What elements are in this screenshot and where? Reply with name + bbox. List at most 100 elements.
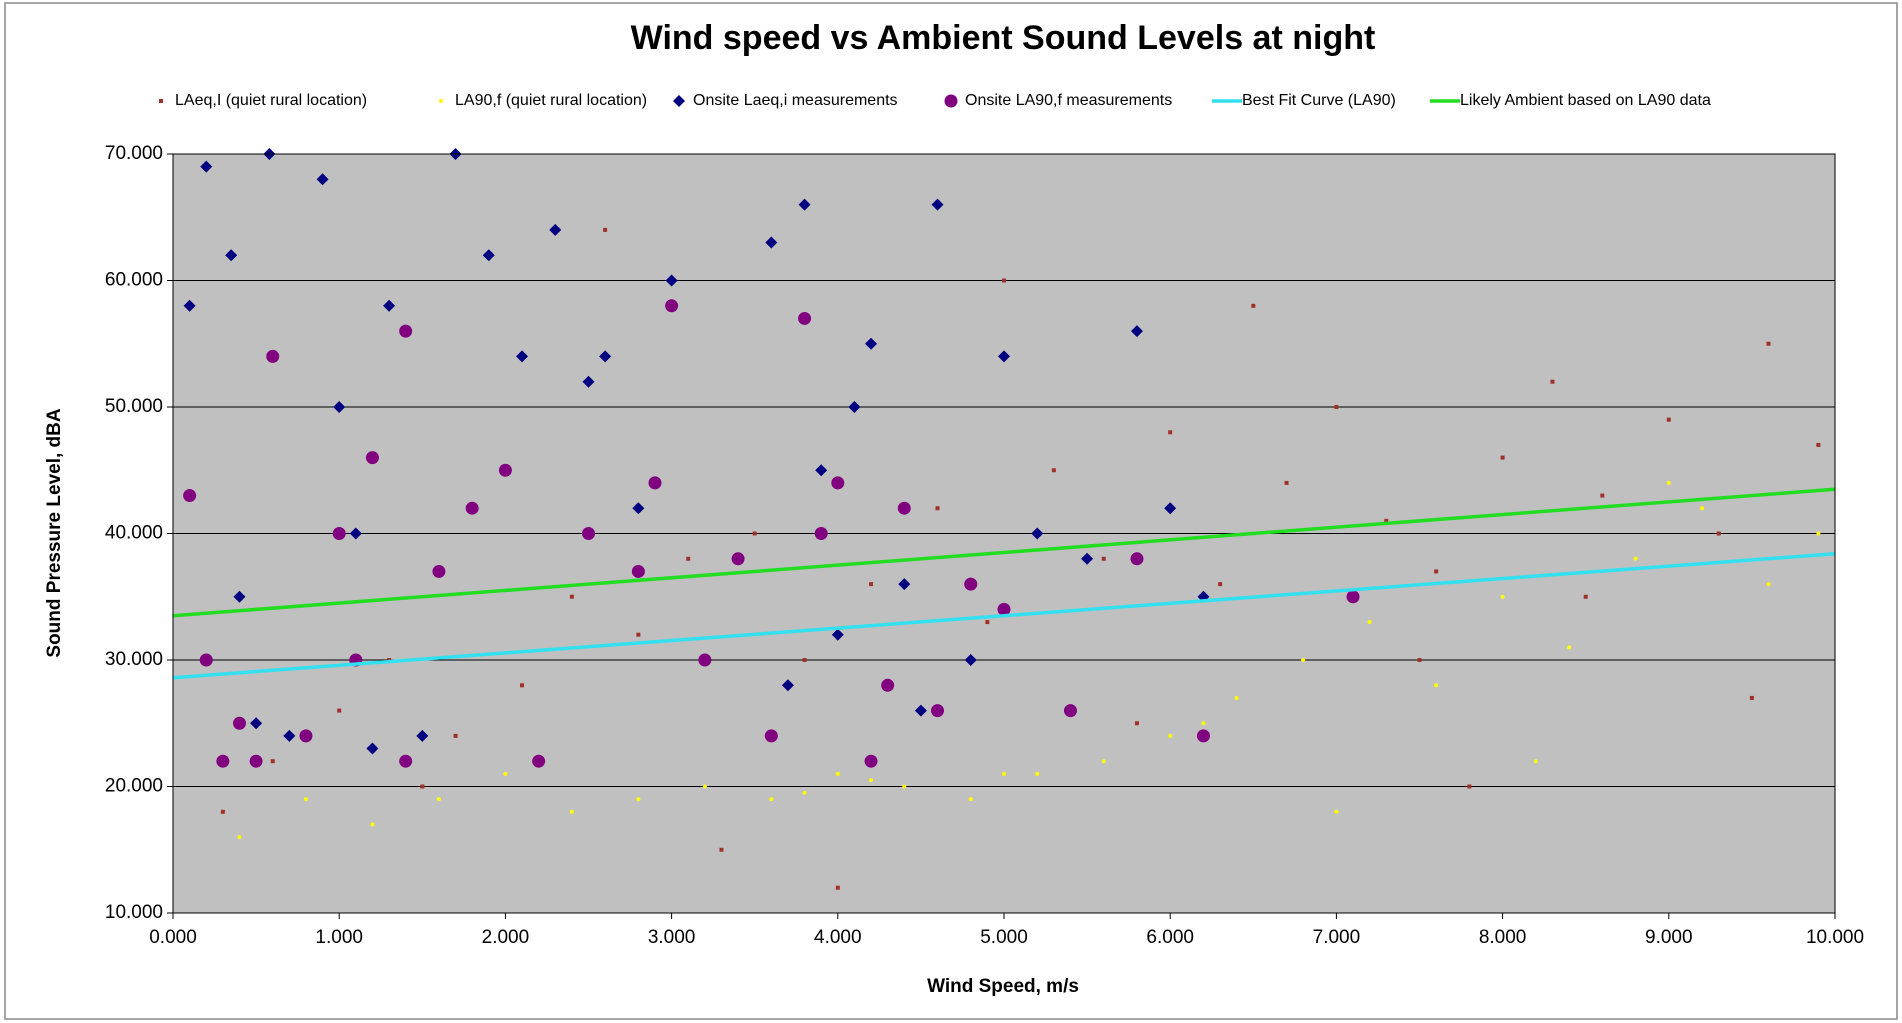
chart-title: Wind speed vs Ambient Sound Levels at ni… (631, 19, 1376, 57)
point (815, 464, 828, 477)
point (465, 501, 479, 515)
point (1168, 430, 1173, 435)
y-tick-label: 30.000 (105, 649, 163, 670)
point (283, 729, 296, 742)
point (914, 704, 927, 717)
point (432, 564, 446, 578)
point (665, 274, 678, 287)
legend-marker (944, 94, 958, 108)
point (1035, 771, 1040, 776)
point (399, 754, 413, 768)
point (1550, 379, 1555, 384)
point (632, 502, 645, 515)
point (603, 227, 608, 232)
point (498, 463, 512, 477)
point (1384, 518, 1389, 523)
point (183, 489, 197, 503)
point (1434, 569, 1439, 574)
legend-marker (159, 99, 163, 103)
point (897, 501, 911, 515)
point (1130, 552, 1144, 566)
y-tick-label: 20.000 (105, 776, 163, 797)
point (1766, 582, 1771, 587)
x-tick-label: 3.000 (648, 927, 696, 948)
point (337, 708, 342, 713)
point (349, 527, 362, 540)
point (183, 299, 196, 312)
point (665, 299, 679, 313)
point (1600, 493, 1605, 498)
y-tick-label: 50.000 (105, 396, 163, 417)
point (831, 476, 845, 490)
point (1434, 683, 1439, 688)
point (1666, 480, 1671, 485)
point (332, 527, 346, 540)
series (183, 148, 1210, 755)
point (902, 784, 907, 789)
point (582, 375, 595, 388)
series (237, 480, 1821, 840)
x-axis-label: Wind Speed, m/s (927, 976, 1079, 997)
point (1234, 695, 1239, 700)
point (237, 835, 242, 840)
point (316, 173, 329, 186)
point (1567, 645, 1572, 650)
point (964, 654, 977, 666)
legend-label: LAeq,I (quiet rural location) (175, 92, 367, 109)
point (881, 678, 895, 692)
point (266, 349, 280, 363)
point (366, 742, 379, 755)
point (370, 822, 375, 827)
point (1251, 303, 1256, 308)
point (1334, 809, 1339, 814)
point (516, 350, 529, 363)
point (1081, 552, 1094, 565)
point (719, 847, 724, 852)
point (270, 759, 275, 764)
point (1500, 594, 1505, 599)
point (1346, 590, 1360, 604)
point (985, 620, 990, 625)
trend-line (172, 487, 1836, 618)
point (1816, 531, 1821, 536)
point (769, 797, 774, 802)
point (569, 594, 574, 599)
point (1749, 695, 1754, 700)
point (1467, 784, 1472, 789)
point (631, 564, 645, 578)
point (503, 771, 508, 776)
point (964, 577, 978, 591)
point (869, 778, 874, 783)
point (232, 716, 246, 730)
point (998, 350, 1010, 363)
point (1130, 325, 1143, 338)
point (225, 249, 238, 262)
point (1334, 405, 1339, 409)
point (686, 556, 691, 561)
point (416, 729, 429, 742)
y-tick-label: 70.000 (105, 143, 163, 164)
point (216, 754, 230, 768)
point (220, 809, 225, 814)
point (1766, 341, 1771, 346)
point (831, 628, 844, 641)
point (1500, 455, 1505, 460)
point (898, 578, 911, 591)
point (931, 704, 945, 718)
x-tick-label: 0.000 (149, 927, 197, 948)
legend-label: Best Fit Curve (LA90) (1242, 92, 1396, 109)
point (1417, 658, 1422, 662)
point (935, 506, 940, 511)
point (1002, 278, 1006, 283)
point (1101, 759, 1106, 764)
point (1716, 531, 1721, 536)
point (1134, 721, 1139, 726)
x-tick-label: 9.000 (1645, 927, 1693, 948)
point (968, 797, 973, 802)
point (549, 223, 562, 236)
point (1533, 759, 1538, 764)
point (814, 527, 828, 540)
point (383, 299, 396, 312)
